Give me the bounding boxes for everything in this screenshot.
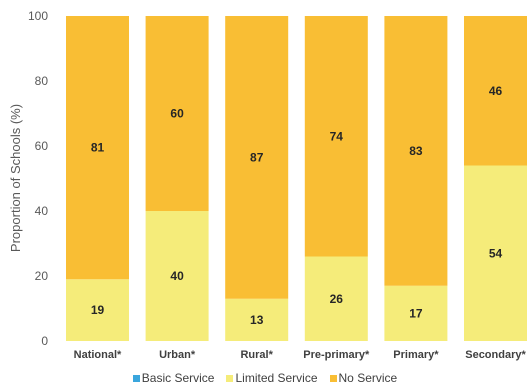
data-label: 19: [91, 303, 105, 317]
bar-segment-limited-service: [304, 256, 368, 341]
bar-segment-no-service: [384, 16, 448, 286]
y-tick-label: 60: [35, 139, 49, 153]
data-label: 81: [91, 141, 105, 155]
bar-segment-no-service: [464, 16, 527, 166]
legend: Basic Service Limited Service No Service: [0, 371, 530, 385]
y-tick-label: 80: [35, 74, 49, 88]
y-tick-label: 0: [41, 334, 48, 348]
x-category-label: National*: [74, 349, 122, 361]
bar-segment-limited-service: [384, 285, 448, 341]
data-label: 83: [409, 144, 423, 158]
data-label: 26: [330, 292, 344, 306]
x-axis-categories: National* Urban* Rural* Pre-primary* Primary…: [74, 349, 527, 361]
bar-segment-no-service: [66, 16, 129, 280]
x-category-label: Primary*: [393, 349, 439, 361]
bar-segment-limited-service: [145, 211, 209, 341]
legend-swatch-no-service: [329, 374, 337, 382]
bar-segment-limited-service: [464, 165, 527, 341]
y-tick-label: 40: [35, 204, 49, 218]
bar-segment-limited-service: [66, 279, 129, 341]
bars: 19 81 40 60 13 87 26 74 17 83 54 46: [66, 16, 527, 341]
data-label: 54: [489, 246, 503, 260]
legend-label-no-service: No Service: [338, 371, 398, 385]
data-label: 40: [170, 269, 184, 283]
legend-swatch-basic-service: [132, 374, 140, 382]
y-tick-label: 20: [35, 269, 49, 283]
legend-swatch-limited-service: [226, 374, 234, 382]
data-label: 13: [250, 313, 264, 327]
legend-item-limited-service: Limited Service: [226, 371, 318, 385]
data-label: 17: [409, 306, 423, 320]
legend-item-basic-service: Basic Service: [132, 371, 215, 385]
legend-item-no-service: No Service: [329, 371, 398, 385]
data-label: 46: [489, 84, 503, 98]
bar-segment-no-service: [225, 16, 289, 299]
bar-segment-limited-service: [225, 298, 289, 341]
data-label: 60: [170, 107, 184, 121]
x-category-label: Rural*: [240, 349, 273, 361]
data-label: 87: [250, 150, 264, 164]
data-label: 74: [330, 129, 344, 143]
y-axis-label: Proportion of Schools (%): [8, 104, 23, 252]
x-category-label: Pre-primary*: [303, 349, 370, 361]
legend-label-limited-service: Limited Service: [235, 371, 318, 385]
x-category-label: Secondary*: [465, 349, 526, 361]
bar-segment-no-service: [145, 16, 209, 211]
bar-segment-no-service: [304, 16, 368, 257]
y-tick-label: 100: [28, 9, 48, 23]
y-axis: 0 20 40 60 80 100: [28, 9, 48, 348]
legend-label-basic-service: Basic Service: [141, 371, 215, 385]
x-category-label: Urban*: [159, 349, 196, 361]
